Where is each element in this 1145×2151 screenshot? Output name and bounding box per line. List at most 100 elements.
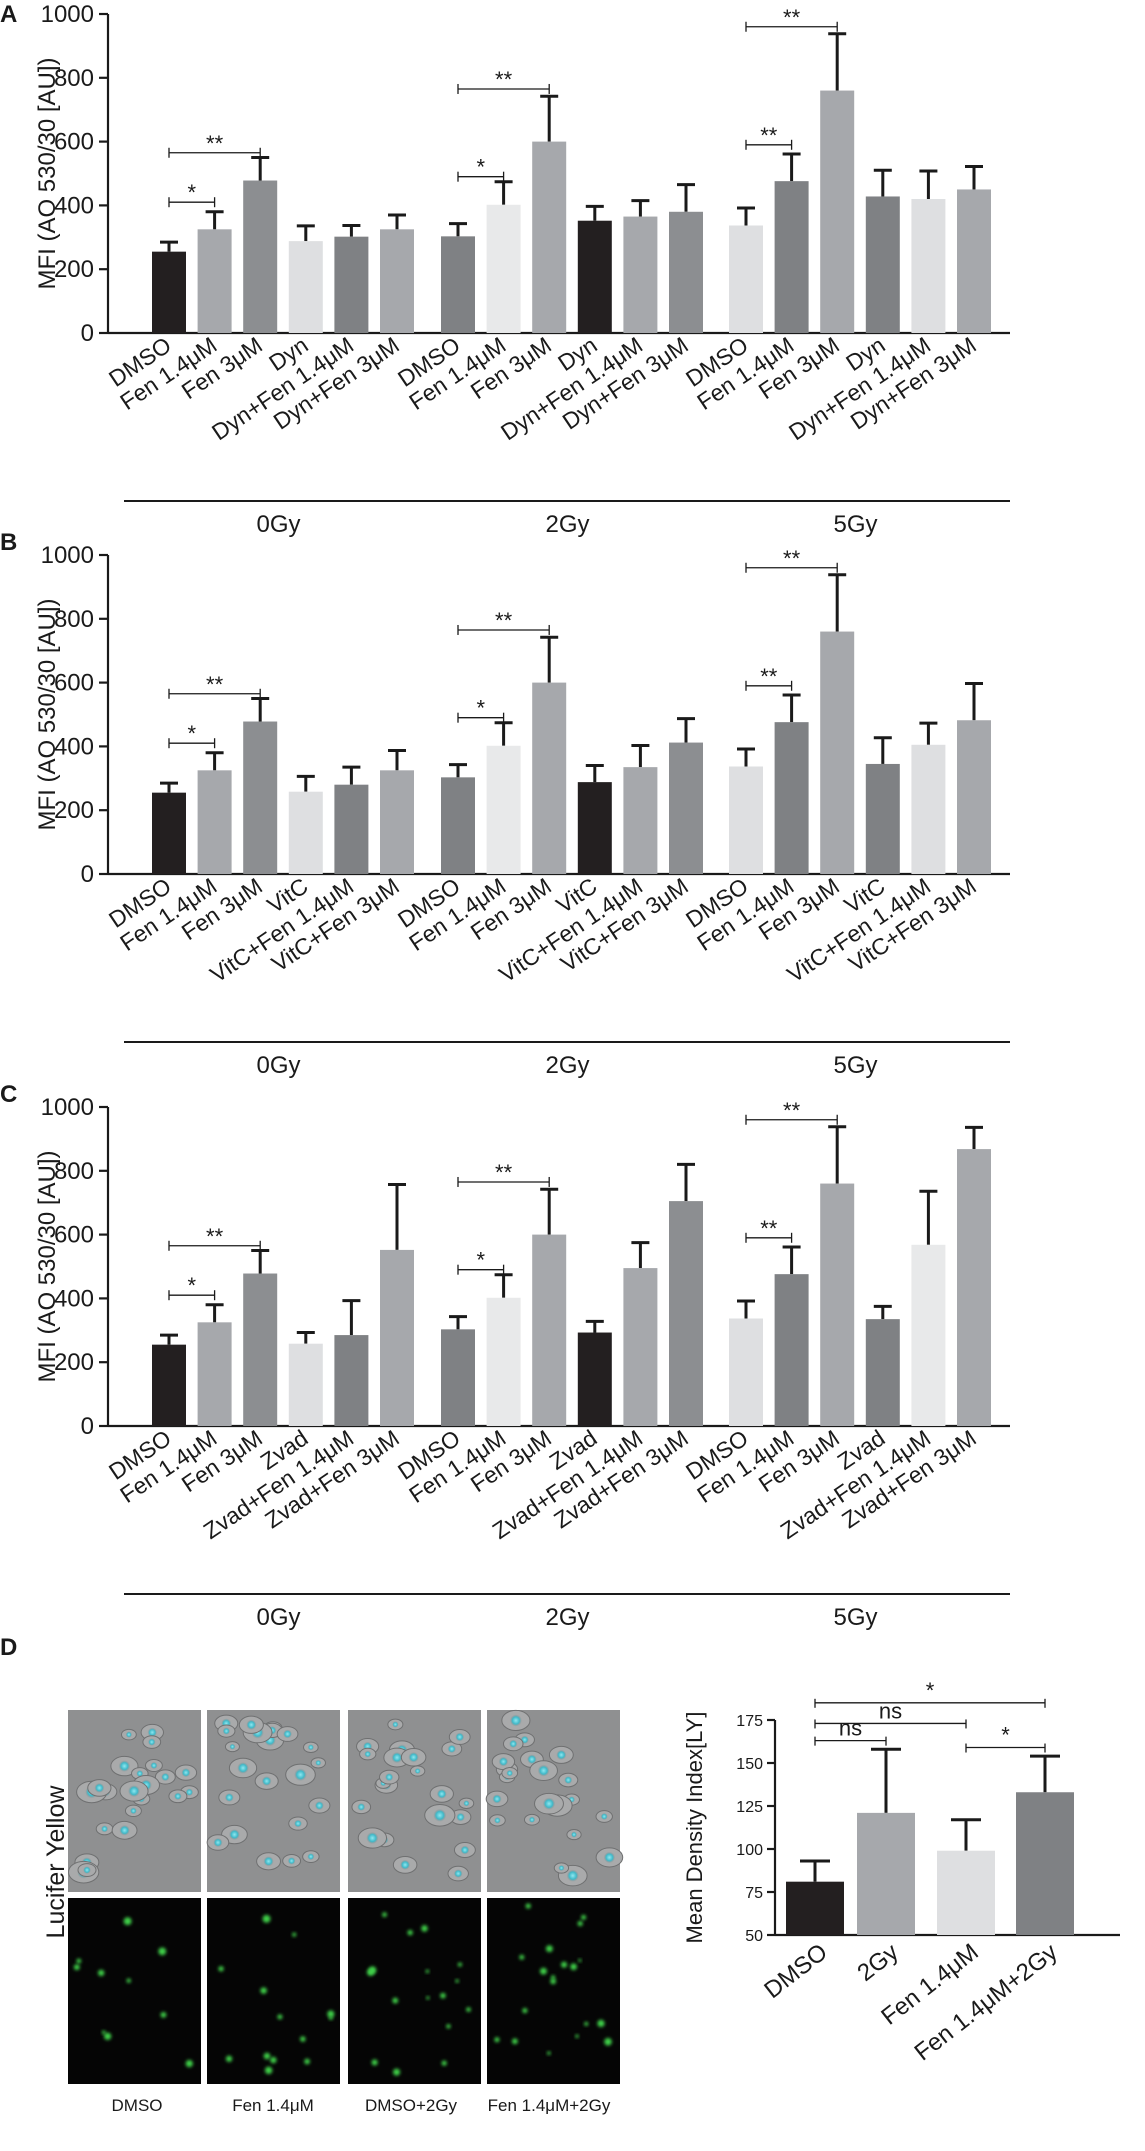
fluorescent-spot (539, 1967, 547, 1975)
group-label-2gy: 2Gy (545, 511, 589, 538)
y-tick-label: 1000 (41, 1094, 94, 1121)
y-tick-label: 600 (54, 1222, 94, 1249)
bar-5gy-dyn (865, 196, 900, 333)
microscopy-green-image (348, 1898, 481, 2084)
chart-panel-d: 50 75 100 125 150 175 Mean Density Index[LY] DM… (682, 1678, 1120, 2066)
bar-0gy-fen-1-4um (197, 229, 232, 333)
group-label-0gy: 0Gy (256, 511, 300, 538)
fluorescent-spot (511, 2038, 518, 2045)
y-tick-label: 400 (54, 192, 94, 219)
significance-label: * (477, 155, 486, 180)
fluorescent-spot (277, 2014, 283, 2020)
cell-fluorescence (600, 1812, 608, 1821)
bar-2gy-zvad (577, 1332, 612, 1426)
y-tick-label: 200 (54, 256, 94, 283)
bar-5gy-zvad-fen-3um (957, 1149, 991, 1426)
fluorescent-spot (393, 2068, 401, 2076)
y-tick-label: 800 (54, 65, 94, 92)
bar-2gy-dmso (441, 1329, 475, 1426)
cell-fluorescence (558, 1864, 565, 1872)
y-tick-label: 400 (54, 1285, 94, 1312)
cell-fluorescence (408, 1751, 419, 1763)
bar-5gy-fen-1-4um (774, 181, 809, 333)
y-tick-label: 400 (54, 733, 94, 760)
cell-fluorescence (570, 1831, 578, 1838)
microscopy-row-label: Lucifer Yellow (42, 1785, 70, 1939)
bar-0gy-dyn-fen-1-4um (334, 236, 369, 333)
cell-fluorescence (456, 1812, 465, 1822)
bar-0gy-dmso (152, 251, 186, 333)
y-tick-label: 125 (736, 1799, 763, 1816)
significance-label: ** (495, 67, 513, 92)
group-label-0gy: 0Gy (256, 1052, 300, 1079)
y-tick-label: 175 (736, 1713, 763, 1730)
fluorescent-spot (584, 2021, 589, 2026)
cell-fluorescence (94, 1782, 105, 1793)
fluorescent-spot (446, 2024, 451, 2029)
significance-label: * (477, 1248, 486, 1273)
cell-fluorescence (283, 1729, 292, 1739)
cell-fluorescence (385, 1772, 394, 1782)
fluorescent-spot (581, 1914, 587, 1920)
fluorescent-spot (525, 1903, 531, 1909)
fluorescent-spot (262, 1914, 271, 1923)
cell-fluorescence (400, 1859, 411, 1870)
microscopy-images (68, 1709, 624, 2084)
cell-fluorescence (364, 1750, 372, 1758)
cell-fluorescence (447, 1744, 457, 1754)
significance-label: ** (495, 1160, 513, 1185)
cell-fluorescence (357, 1802, 366, 1811)
fluorescent-spot (570, 1963, 577, 1971)
cell-fluorescence (436, 1788, 447, 1799)
significance-label: ** (760, 123, 778, 148)
significance-label: ns (879, 1698, 902, 1723)
significance-label: * (477, 696, 486, 721)
bar-fen-1-4um-2gy (1016, 1792, 1074, 1935)
cell-fluorescence (181, 1768, 191, 1778)
y-tick-label: 800 (54, 1158, 94, 1185)
fluorescent-spot (263, 2052, 271, 2060)
significance-label: ** (760, 664, 778, 689)
fluorescent-spot (440, 1992, 446, 1999)
microscopy-green-image (207, 1898, 340, 2084)
fluorescent-spot (421, 1925, 428, 1932)
bar-2gy-dyn-fen-3um (669, 211, 703, 333)
x-tick-label: DMSO (759, 1938, 832, 2004)
cell-fluorescence (433, 1808, 447, 1822)
microscopy-col-label-dmso-2gy: DMSO+2Gy (365, 2096, 458, 2115)
cell-fluorescence (455, 1732, 465, 1742)
y-tick-label: 600 (54, 670, 94, 697)
fluorescent-spot (578, 1958, 582, 1962)
microscopy-col-label-dmso: DMSO (112, 2096, 163, 2115)
cell-fluorescence (130, 1807, 137, 1815)
significance-label: ** (783, 5, 801, 30)
bar-0gy-dmso (152, 792, 186, 874)
fluorescent-spot (300, 2036, 306, 2042)
fluorescent-spot (327, 2010, 335, 2018)
fluorescent-spot (575, 2034, 579, 2038)
bar-5gy-dmso (729, 1318, 763, 1426)
bar-5gy-zvad-fen-1-4um (911, 1244, 946, 1426)
significance-label: * (188, 1273, 197, 1298)
fluorescent-spot (329, 2016, 333, 2020)
cell-fluorescence (314, 1801, 324, 1811)
microscopy-green-image (68, 1898, 201, 2084)
cell-fluorescence (566, 1869, 579, 1882)
bar-2gy (857, 1812, 915, 1935)
x-tick-label: 2Gy (852, 1938, 903, 1986)
fluorescent-spot (426, 1996, 430, 2000)
cell-fluorescence (509, 1739, 518, 1749)
cell-fluorescence (307, 1853, 315, 1861)
bar-0gy-dmso (152, 1344, 186, 1426)
x-tick-label: Fen 1.4μM+2Gy (910, 1938, 1063, 2066)
panel-label-a: A (0, 1, 17, 28)
bar-0gy-vitc-fen-1-4um (334, 784, 369, 874)
cell-fluorescence (460, 1845, 470, 1855)
cell-fluorescence (228, 1829, 240, 1841)
cell-fluorescence (213, 1837, 223, 1848)
bar-5gy-zvad (865, 1319, 900, 1426)
cell-fluorescence (229, 1743, 236, 1750)
bar-fen-1-4um (937, 1850, 995, 1935)
fluorescent-spot (101, 2030, 106, 2035)
